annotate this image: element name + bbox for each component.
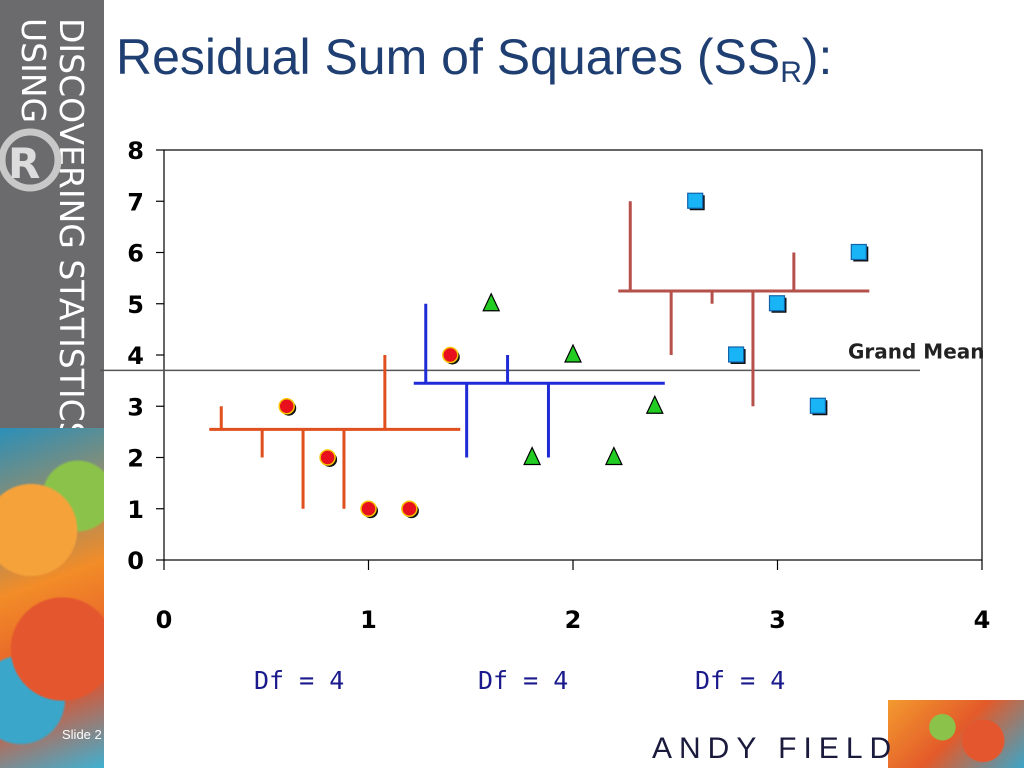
- plot-area: 0 1 2 3 4 5 6 7 8 0 1 2 3 4 Grand Mean: [100, 137, 990, 634]
- y-tick-label: 4: [127, 342, 144, 370]
- data-point-circle: [401, 500, 418, 517]
- data-point-circle: [360, 500, 377, 517]
- footer-author: ANDY FIELD: [652, 732, 899, 765]
- page-title-text: Residual Sum of Squares (SS: [116, 29, 781, 85]
- r-logo-ring-icon: [0, 128, 62, 192]
- data-point-circle: [278, 398, 295, 415]
- data-point-square: [727, 346, 745, 363]
- y-tick-label: 8: [127, 137, 144, 165]
- y-tick-label: 2: [127, 445, 144, 473]
- scatter-chart: 0 1 2 3 4 5 6 7 8 0 1 2 3 4 Grand Mean: [100, 137, 990, 634]
- x-tick-label: 2: [565, 606, 582, 634]
- df-label-group-2: Df = 4: [478, 666, 569, 695]
- data-point-square: [809, 397, 827, 414]
- sidebar-top-panel: [0, 0, 104, 428]
- y-tick-label: 6: [127, 240, 144, 268]
- r-logo-icon: R: [8, 139, 40, 188]
- y-tick-label: 5: [127, 291, 144, 319]
- sidebar-decorative-art: [0, 428, 104, 768]
- data-point-triangle: [604, 446, 623, 466]
- x-tick-label: 0: [156, 606, 173, 634]
- brand-title: DISCOVERING STATISTICS: [52, 18, 91, 428]
- page-title-subscript: R: [780, 56, 802, 89]
- data-point-triangle: [482, 292, 501, 312]
- data-point-square: [687, 192, 704, 209]
- y-tick-label: 0: [127, 547, 144, 575]
- y-tick-label: 3: [127, 393, 144, 421]
- data-point-circle: [442, 346, 459, 364]
- data-point-triangle: [645, 394, 664, 414]
- data-point-triangle: [523, 446, 542, 466]
- data-point-square: [768, 295, 786, 312]
- page-title-suffix: ):: [801, 29, 833, 85]
- page-title: Residual Sum of Squares (SSR):: [116, 28, 832, 90]
- x-tick-label: 3: [769, 606, 786, 634]
- grand-mean-label: Grand Mean: [848, 339, 985, 363]
- slide-number: Slide 2: [62, 727, 102, 742]
- df-label-group-3: Df = 4: [695, 666, 786, 695]
- corner-decorative-art: [888, 700, 1024, 768]
- sidebar: DISCOVERING STATISTICS USING R: [0, 0, 104, 768]
- y-tick-label: 1: [127, 496, 144, 524]
- brand-subtitle: USING: [14, 18, 53, 123]
- df-label-group-1: Df = 4: [254, 666, 345, 695]
- data-point-triangle: [564, 343, 582, 363]
- x-tick-label: 4: [974, 606, 991, 634]
- data-point-square: [850, 243, 867, 261]
- data-point-circle: [319, 449, 336, 466]
- sidebar-brand: DISCOVERING STATISTICS USING R: [0, 18, 91, 428]
- y-tick-label: 7: [127, 188, 144, 216]
- x-tick-label: 1: [360, 606, 377, 634]
